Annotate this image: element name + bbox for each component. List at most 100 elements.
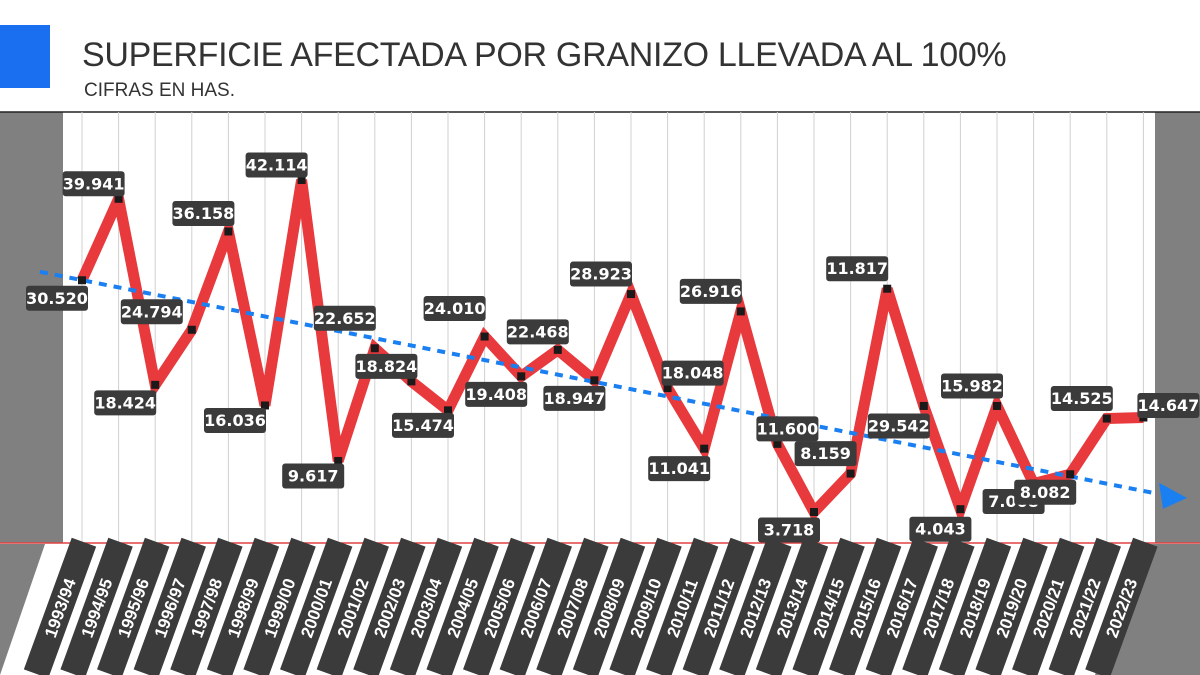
data-point [114,194,123,203]
data-point [224,227,233,236]
chart-subtitle: CIFRAS EN HAS. [84,80,235,101]
data-point [553,345,562,354]
x-tick-bg [23,537,97,675]
data-label: 29.542 [868,416,930,435]
x-tick-bg [609,537,682,675]
x-tick-bg [353,537,426,675]
x-tick-bg [938,537,1012,675]
data-label-bg [172,200,235,226]
data-point [956,505,965,514]
data-label: 19.408 [465,385,527,404]
data-label-bg [794,441,857,467]
data-label-bg [392,412,454,438]
x-tick-bg [499,537,572,675]
x-tick-bg [170,537,243,675]
data-label: 36.158 [173,204,235,223]
data-label-bg [826,256,889,282]
data-label-bg [758,517,820,543]
chart-title: SUPERFICIE AFECTADA POR GRANIZO LLEVADA … [82,36,1007,74]
data-point [444,406,452,415]
data-point [590,376,599,385]
data-label: 14.525 [1051,389,1113,408]
x-tick-bg [243,537,316,675]
data-label: 15.982 [941,376,1003,395]
x-tick-bg [646,537,719,675]
data-label-bg [506,319,569,345]
data-point [883,284,892,293]
data-label-bg [756,416,819,442]
data-label: 22.652 [314,309,376,328]
data-label: 8.159 [800,444,851,463]
x-tick-bg [280,537,353,675]
data-point [480,332,489,341]
data-label: 3.718 [764,521,815,540]
x-tick-bg [755,537,829,675]
x-tick-bg [463,537,536,675]
data-point [773,439,782,448]
data-label-bg [245,152,308,178]
data-point [663,384,672,393]
data-point [334,456,343,465]
data-label: 8.082 [1020,483,1071,502]
data-label-bg [120,299,183,325]
data-label: 28.923 [570,265,632,284]
data-label: 30.520 [26,289,88,308]
data-point [297,176,306,184]
data-label: 4.043 [915,520,966,539]
data-label: 42.114 [246,156,308,175]
data-label-bg [94,390,157,416]
data-label-bg [1137,392,1200,418]
data-point [1102,414,1111,423]
data-label: 11.817 [826,259,888,278]
x-tick-bg [133,537,206,675]
data-point [78,276,86,285]
data-label: 18.048 [662,364,724,383]
data-label: 18.424 [94,393,156,412]
data-point [517,372,526,381]
series-line [76,179,1144,526]
data-label: 24.794 [121,302,183,321]
x-tick: 2019/20 [975,537,1048,675]
data-label: 22.468 [507,322,569,341]
x-tick-bg [206,537,280,675]
x-tick-bg [975,537,1048,675]
data-label-bg [1014,479,1077,505]
data-label-bg [679,278,742,304]
data-label: 16.036 [204,411,266,430]
x-tick-bg [536,537,609,675]
data-label-bg [867,413,930,439]
trend-arrowhead [1159,482,1187,509]
x-tick-bg [1048,537,1121,675]
data-label-bg [423,296,486,322]
data-label-bg [62,171,125,197]
x-tick: 2016/17 [865,537,938,675]
data-label-bg [204,407,266,433]
data-point [700,444,709,453]
data-label-bg [26,285,88,311]
data-point [407,377,416,386]
data-label-bg [543,385,606,411]
x-tick: 2010/11 [646,537,719,675]
data-point [846,469,855,478]
left-side-panel [0,112,63,543]
title-accent-square [0,25,50,88]
x-tick-bg [60,537,133,675]
data-label-bg [355,353,418,379]
data-point [810,508,818,516]
data-label-bg [313,305,376,331]
data-label: 9.617 [288,466,339,485]
x-tick-bg [97,537,170,675]
data-label: 14.647 [1138,396,1200,415]
data-label-bg [282,463,345,489]
data-point [261,401,269,410]
data-label: 24.010 [424,299,486,318]
trend-line [39,269,1154,495]
data-label-bg [909,516,972,542]
x-tick-bg [426,537,499,675]
data-point [736,307,745,316]
data-point [627,290,635,299]
right-side-panel [1155,112,1200,543]
data-point [370,344,379,353]
x-tick-bg [316,537,389,675]
